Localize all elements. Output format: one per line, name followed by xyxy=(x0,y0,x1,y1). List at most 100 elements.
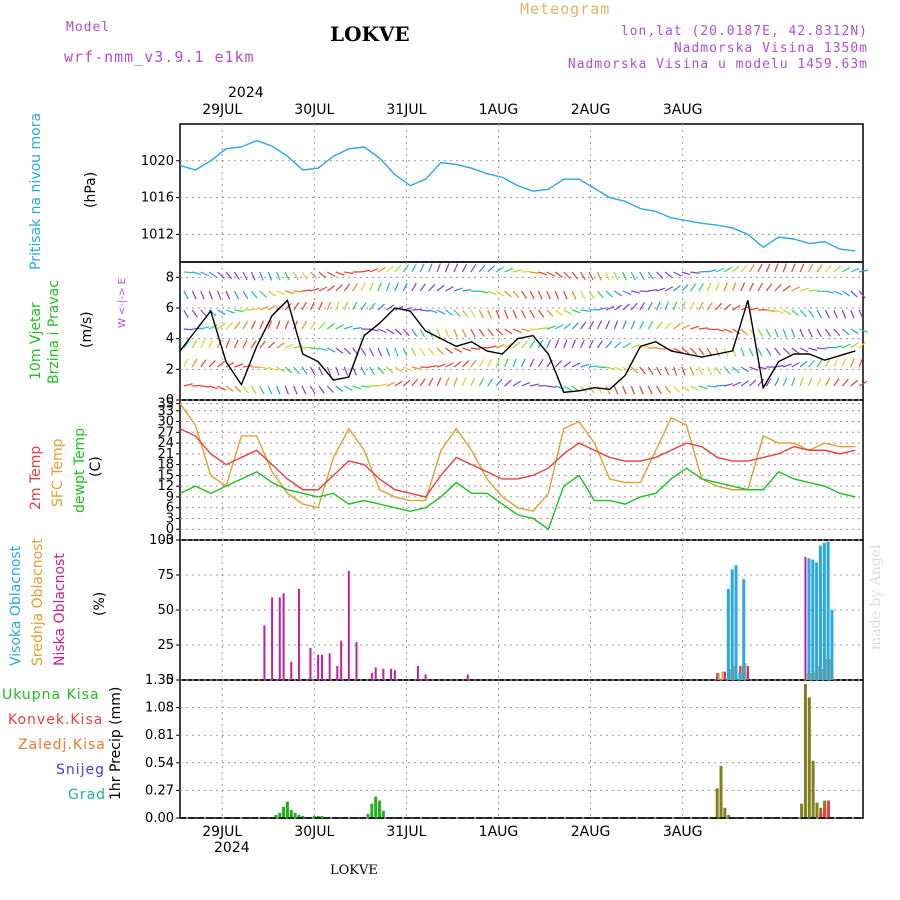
precip-bar xyxy=(316,815,320,818)
wind-barb xyxy=(335,284,343,292)
wind-barb xyxy=(233,271,240,280)
wind-barb xyxy=(208,271,217,278)
wind-barb xyxy=(749,307,759,311)
y-tick-label: 50 xyxy=(157,603,174,618)
wind-barb xyxy=(664,271,673,278)
wind-barb xyxy=(748,264,755,273)
precip-bar xyxy=(819,812,823,818)
wind-barb xyxy=(723,303,732,311)
wind-barb xyxy=(639,385,644,395)
wind-barb xyxy=(656,287,666,292)
cloud-bar xyxy=(370,673,373,680)
wind-barb xyxy=(377,282,382,292)
wind-barb xyxy=(242,364,252,368)
day-label-bottom: 2AUG xyxy=(571,824,611,840)
wind-barb xyxy=(672,366,678,376)
wind-barb xyxy=(436,328,442,338)
wind-barb xyxy=(504,267,514,273)
wind-barb xyxy=(318,322,326,330)
wind-barb xyxy=(462,289,472,292)
cloud-bar xyxy=(393,670,396,680)
wind-barb xyxy=(664,301,669,311)
cloud-bar xyxy=(825,659,828,680)
wind-barb xyxy=(833,345,843,349)
wind-barb xyxy=(740,380,749,387)
wind-barb xyxy=(614,290,623,297)
precip-bar xyxy=(823,807,827,818)
wind-barb xyxy=(681,284,689,292)
cloud-bar xyxy=(815,562,819,680)
wind-barb xyxy=(217,385,226,391)
cloud-bar xyxy=(734,565,738,680)
wind-barb xyxy=(554,290,560,300)
wind-barb xyxy=(386,328,395,335)
cloud-bar xyxy=(278,597,281,680)
wind-barb xyxy=(580,290,586,300)
wind-barb xyxy=(200,339,206,349)
wind-barb xyxy=(512,290,520,299)
wind-barb xyxy=(588,290,595,299)
wind-barb xyxy=(183,309,189,319)
wind-barb xyxy=(681,366,686,376)
wind-barb xyxy=(191,339,198,349)
wind-barb xyxy=(765,378,772,387)
wind-barb xyxy=(487,265,495,273)
y-tick-label: 0 xyxy=(166,522,174,537)
wind-barb xyxy=(631,290,641,294)
wind-barb xyxy=(436,363,446,368)
wind-barb xyxy=(529,383,539,387)
wind-barb xyxy=(825,290,835,294)
wind-barb xyxy=(622,303,630,311)
y-tick-label: 6 xyxy=(166,301,174,316)
wind-barb xyxy=(309,321,317,330)
wind-barb xyxy=(495,290,505,297)
wind-barb xyxy=(512,341,521,349)
coordinates-label: lon,lat (20.0187E, 42.8312N) xyxy=(620,24,868,39)
wind-barb xyxy=(807,377,813,387)
wind-barb xyxy=(690,271,700,274)
wind-barb xyxy=(723,366,731,375)
wind-barb xyxy=(664,286,674,292)
wind-barb xyxy=(428,284,436,292)
cloud-bar xyxy=(290,661,293,680)
wind-barb xyxy=(352,385,362,390)
wind-barb xyxy=(782,285,791,292)
y-tick-label: 9 xyxy=(166,490,174,505)
wind-barb xyxy=(428,377,434,387)
wind-barb xyxy=(546,309,554,317)
wind-barb xyxy=(563,290,568,300)
wind-barb xyxy=(630,320,636,330)
wind-barb xyxy=(521,381,531,387)
y-tick-label: 0 xyxy=(166,673,174,688)
cloud-bar xyxy=(826,541,830,680)
wind-barb xyxy=(512,358,517,368)
wind-barb xyxy=(748,282,754,292)
wind-barb xyxy=(225,362,235,368)
wind-barb xyxy=(318,385,325,394)
wind-barb xyxy=(690,385,699,391)
wind-barb xyxy=(284,343,294,349)
wind-barb xyxy=(656,347,666,350)
wind-barb xyxy=(394,366,403,373)
wind-barb xyxy=(521,328,531,332)
wind-barb xyxy=(546,385,556,388)
wind-barb xyxy=(841,358,847,368)
wind-barb xyxy=(250,340,257,349)
wind-barb xyxy=(563,309,572,315)
cloud-bar xyxy=(809,673,812,680)
day-label-bottom: 30JUL xyxy=(294,824,334,840)
wind-barb xyxy=(259,290,267,298)
y-tick-label: 25 xyxy=(157,638,174,653)
wind-barb xyxy=(807,328,813,338)
wind-barb xyxy=(808,289,818,292)
wind-barb xyxy=(706,302,713,311)
wind-barb xyxy=(647,271,654,280)
year-top-label: 2024 xyxy=(228,85,264,101)
legend-total-rain: Ukupna Kisa xyxy=(2,687,100,703)
cloud-bar xyxy=(309,647,312,680)
wind-barb xyxy=(461,328,467,338)
wind-barb xyxy=(689,301,695,311)
station-title: LOKVE xyxy=(330,22,410,46)
wind-barb xyxy=(538,271,548,276)
y-tick-label: 33 xyxy=(157,404,174,419)
